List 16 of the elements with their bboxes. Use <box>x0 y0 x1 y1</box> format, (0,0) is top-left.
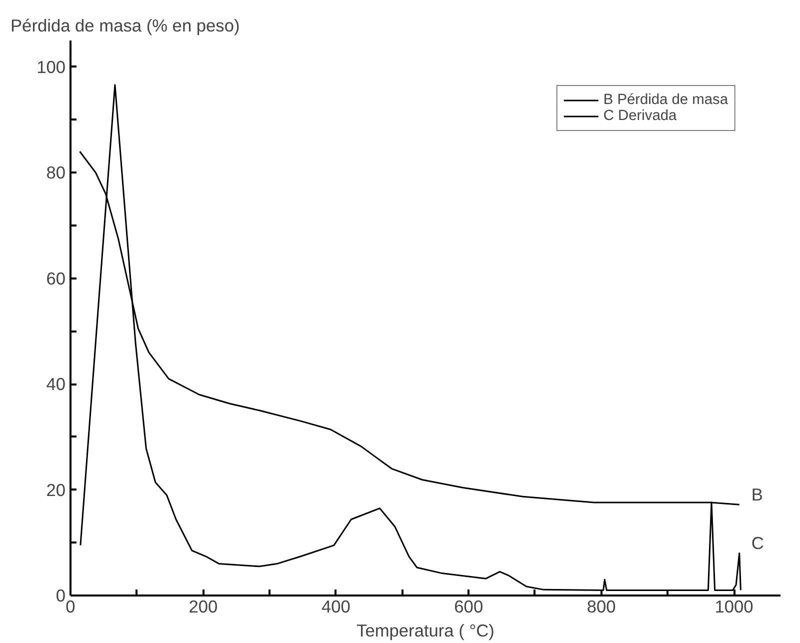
y-axis-title: Pérdida de masa (% en peso) <box>10 16 240 36</box>
annotation: B <box>751 484 763 505</box>
y-tick-label: 40 <box>46 374 66 394</box>
x-tick-label: 1000 <box>714 596 754 616</box>
legend-label: C Derivada <box>603 108 677 124</box>
x-tick-label: 800 <box>586 596 616 616</box>
legend-label: B Pérdida de masa <box>603 92 728 108</box>
x-tick-label: 600 <box>454 596 484 616</box>
annotation: C <box>751 533 764 554</box>
y-tick-label: 80 <box>46 162 66 183</box>
y-tick-label: 20 <box>46 480 66 500</box>
x-tick-label: 200 <box>188 596 218 616</box>
y-tick-label: 100 <box>36 56 66 77</box>
x-axis-title: Temperatura ( °C) <box>356 620 494 640</box>
y-tick-label: 60 <box>46 268 66 288</box>
x-tick-label: 400 <box>321 596 350 616</box>
